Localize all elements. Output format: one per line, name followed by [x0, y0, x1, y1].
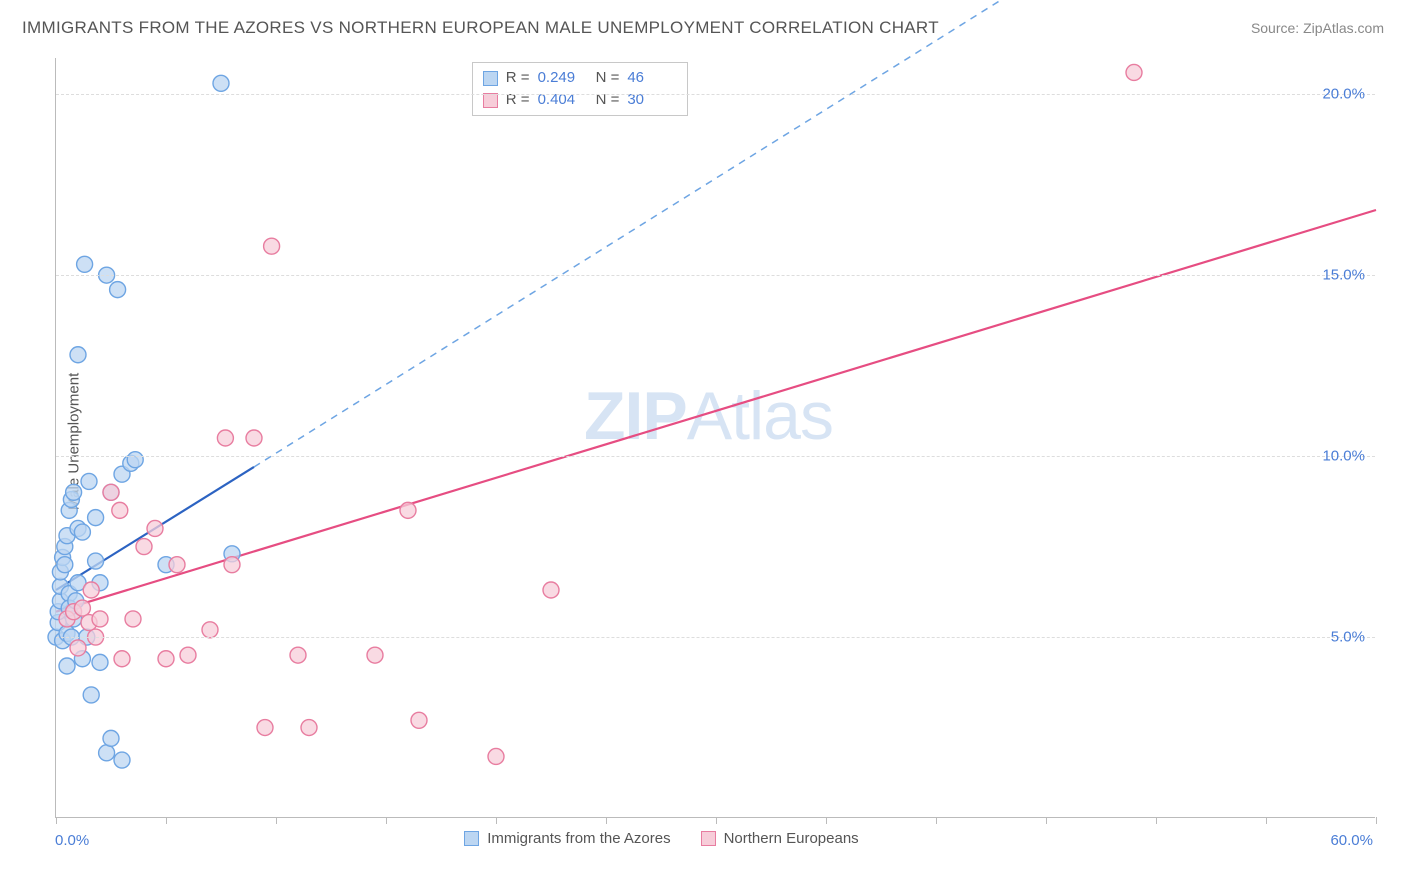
x-tick: [1156, 817, 1157, 824]
data-point: [180, 647, 196, 663]
data-point: [70, 640, 86, 656]
data-point: [217, 430, 233, 446]
x-tick: [56, 817, 57, 824]
data-point: [246, 430, 262, 446]
data-point: [114, 752, 130, 768]
data-point: [1126, 64, 1142, 80]
data-point: [74, 524, 90, 540]
legend-bottom-item: Northern Europeans: [701, 830, 859, 847]
x-axis-min-label: 0.0%: [55, 832, 89, 849]
legend-bottom-item: Immigrants from the Azores: [464, 830, 670, 847]
data-point: [59, 658, 75, 674]
r-label: R =: [506, 67, 530, 89]
gridline: [56, 637, 1375, 638]
x-axis-max-label: 60.0%: [1330, 832, 1373, 849]
data-point: [114, 651, 130, 667]
data-point: [411, 712, 427, 728]
x-tick: [1266, 817, 1267, 824]
data-point: [147, 520, 163, 536]
data-point: [57, 557, 73, 573]
data-point: [257, 720, 273, 736]
plot-area: ZIPAtlas R =0.249N =46R =0.404N =30 5.0%…: [55, 58, 1375, 818]
data-point: [66, 484, 82, 500]
data-point: [77, 256, 93, 272]
x-tick: [936, 817, 937, 824]
gridline: [56, 94, 1375, 95]
gridline: [56, 456, 1375, 457]
legend-top: R = 0.249 N = 46 R = 0.404 N = 30: [472, 62, 689, 116]
x-tick: [166, 817, 167, 824]
legend-bottom: Immigrants from the Azores Northern Europ…: [464, 830, 859, 847]
data-point: [202, 622, 218, 638]
x-tick: [1046, 817, 1047, 824]
y-tick-label: 5.0%: [1331, 629, 1365, 646]
data-point: [488, 748, 504, 764]
x-tick: [1376, 817, 1377, 824]
data-point: [400, 502, 416, 518]
data-point: [158, 651, 174, 667]
data-point: [99, 745, 115, 761]
chart-title: IMMIGRANTS FROM THE AZORES VS NORTHERN E…: [22, 18, 939, 38]
legend-top-row: R = 0.249 N = 46: [483, 67, 678, 89]
gridline: [56, 275, 1375, 276]
data-point: [224, 557, 240, 573]
plot-svg: [56, 58, 1376, 818]
n-label: N =: [596, 67, 620, 89]
data-point: [83, 687, 99, 703]
r-value: 0.404: [538, 89, 588, 111]
data-point: [103, 730, 119, 746]
data-point: [112, 502, 128, 518]
n-value: 30: [627, 89, 677, 111]
data-point: [81, 473, 97, 489]
data-point: [83, 582, 99, 598]
x-tick: [826, 817, 827, 824]
data-point: [110, 282, 126, 298]
data-point: [74, 600, 90, 616]
data-point: [543, 582, 559, 598]
data-point: [103, 484, 119, 500]
legend-swatch: [701, 831, 716, 846]
x-tick: [276, 817, 277, 824]
x-tick: [386, 817, 387, 824]
source-label: Source: ZipAtlas.com: [1251, 20, 1384, 36]
data-point: [367, 647, 383, 663]
data-point: [70, 347, 86, 363]
data-point: [88, 510, 104, 526]
title-bar: IMMIGRANTS FROM THE AZORES VS NORTHERN E…: [22, 18, 1384, 38]
data-point: [213, 75, 229, 91]
legend-label: Northern Europeans: [724, 830, 859, 847]
data-point: [125, 611, 141, 627]
x-tick: [606, 817, 607, 824]
data-point: [127, 452, 143, 468]
data-point: [88, 553, 104, 569]
y-tick-label: 15.0%: [1322, 267, 1365, 284]
data-point: [264, 238, 280, 254]
data-point: [136, 539, 152, 555]
data-point: [301, 720, 317, 736]
n-label: N =: [596, 89, 620, 111]
data-point: [92, 611, 108, 627]
legend-top-row: R = 0.404 N = 30: [483, 89, 678, 111]
r-value: 0.249: [538, 67, 588, 89]
legend-label: Immigrants from the Azores: [487, 830, 670, 847]
y-tick-label: 10.0%: [1322, 448, 1365, 465]
data-point: [92, 654, 108, 670]
x-tick: [496, 817, 497, 824]
n-value: 46: [627, 67, 677, 89]
x-tick: [716, 817, 717, 824]
y-tick-label: 20.0%: [1322, 86, 1365, 103]
data-point: [169, 557, 185, 573]
legend-swatch: [483, 71, 498, 86]
data-point: [290, 647, 306, 663]
legend-swatch: [464, 831, 479, 846]
r-label: R =: [506, 89, 530, 111]
